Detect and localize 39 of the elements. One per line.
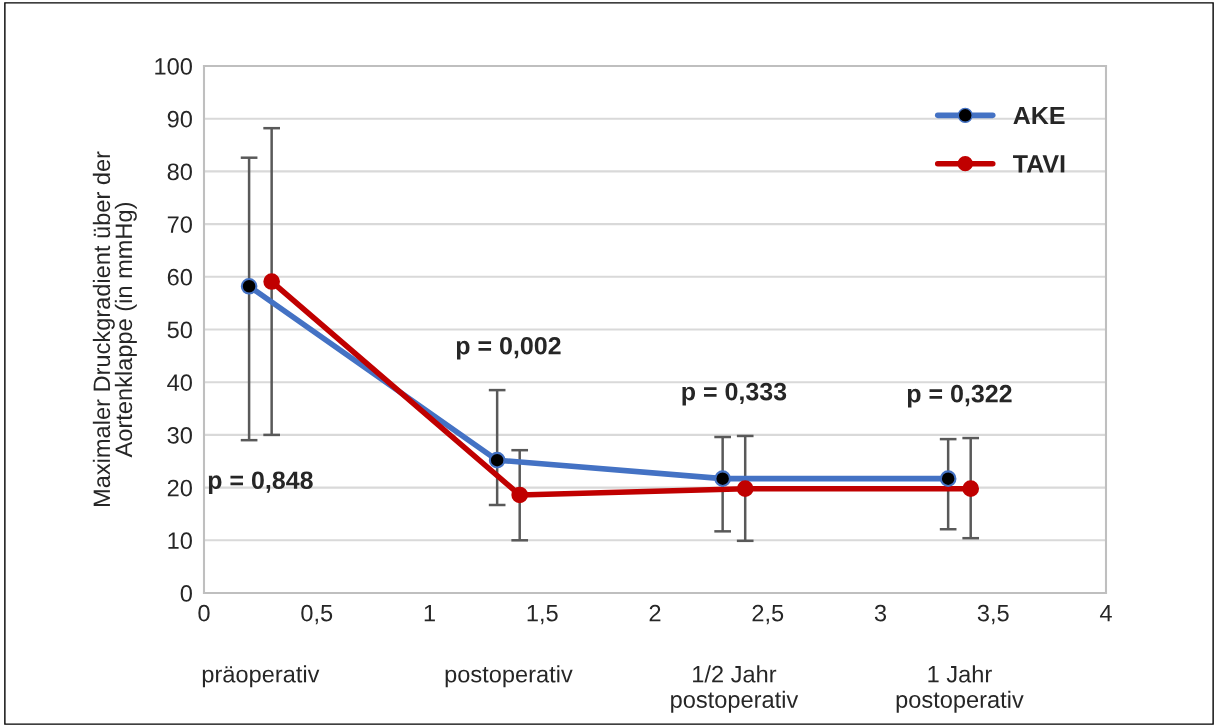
y-axis-title: Maximaler Druckgradient über der Aortenklappe (in mmHg) bbox=[92, 151, 137, 507]
point bbox=[736, 480, 754, 497]
y-tick-label: 30 bbox=[167, 426, 192, 444]
annotation: p = 0,848 bbox=[208, 471, 313, 495]
y-tick-label: 90 bbox=[167, 110, 192, 128]
annotation: p = 0,002 bbox=[456, 336, 561, 360]
point bbox=[240, 277, 258, 295]
x-tick-label: 0,5 bbox=[301, 604, 333, 625]
y-tick-label: 50 bbox=[167, 321, 192, 339]
point bbox=[714, 470, 731, 487]
x-tick-label: 3 bbox=[874, 604, 887, 622]
y-tick-label: 80 bbox=[167, 163, 192, 181]
x-tick-label: 1 bbox=[424, 604, 435, 622]
x-tick-label: 2,5 bbox=[752, 604, 784, 625]
text: 1/2 Jahr postoperativ bbox=[671, 665, 799, 713]
y-tick-label: 100 bbox=[155, 58, 192, 75]
y-tick-label: 70 bbox=[167, 216, 192, 233]
annotation: p = 0,322 bbox=[907, 384, 1012, 408]
point bbox=[962, 480, 980, 497]
legend-label: AKE bbox=[1013, 106, 1065, 125]
x-tick-label: 1,5 bbox=[527, 604, 558, 625]
x-tick-label: 0 bbox=[198, 604, 210, 622]
x-tick-label: 2 bbox=[649, 604, 661, 622]
point bbox=[939, 470, 957, 487]
legend-label: TAVI bbox=[1013, 155, 1065, 173]
point bbox=[263, 273, 280, 290]
y-tick-label: 0 bbox=[180, 585, 192, 602]
point bbox=[488, 451, 506, 469]
text: 1 Jahr postoperativ bbox=[896, 665, 1024, 713]
y-tick-label: 40 bbox=[167, 374, 192, 391]
x-tick-label: 3,5 bbox=[977, 604, 1009, 625]
point bbox=[511, 486, 529, 504]
x-tick-label: 4 bbox=[1099, 604, 1112, 622]
y-tick-label: 10 bbox=[168, 532, 192, 550]
y-tick-label: 60 bbox=[167, 268, 192, 286]
text: präoperativ bbox=[202, 665, 320, 688]
annotation: p = 0,333 bbox=[682, 382, 787, 406]
text: postoperativ bbox=[445, 665, 573, 688]
y-tick-label: 20 bbox=[167, 479, 192, 497]
